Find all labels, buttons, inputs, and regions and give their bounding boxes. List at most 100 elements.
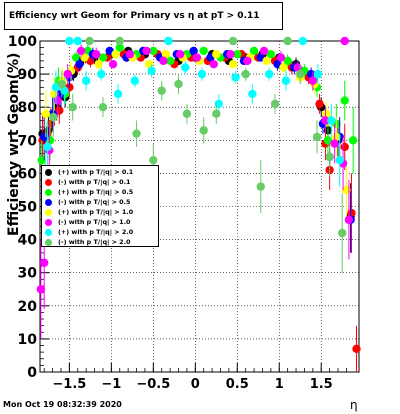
legend-label: (+) with p T/|q| > 1.0 xyxy=(58,208,134,216)
legend-marker xyxy=(45,168,52,176)
legend-marker xyxy=(45,188,52,196)
legend-marker xyxy=(45,198,52,206)
data-point xyxy=(164,36,173,46)
data-point xyxy=(130,76,140,85)
y-tick-label: 40 xyxy=(18,233,38,249)
data-point xyxy=(270,99,280,109)
data-point xyxy=(266,50,276,59)
y-axis-label: Efficiency wrt Geom(%) xyxy=(6,52,22,236)
data-point xyxy=(352,344,361,354)
x-tick-label: −0.5 xyxy=(136,377,170,392)
data-point xyxy=(92,50,101,59)
data-point xyxy=(85,36,94,46)
x-tick-label: 1 xyxy=(275,377,284,392)
y-tick-label: 0 xyxy=(27,365,37,381)
y-tick-label: 60 xyxy=(18,166,38,182)
data-point xyxy=(53,96,62,105)
data-point xyxy=(228,59,238,69)
legend-label: (+) with p T/|q| > 0.5 xyxy=(58,188,134,196)
timestamp: Mon Oct 19 08:32:39 2020 xyxy=(3,400,122,409)
x-axis-label: η xyxy=(350,398,358,412)
series-group xyxy=(43,36,344,187)
data-point xyxy=(108,59,118,69)
data-point xyxy=(65,36,74,46)
data-point xyxy=(182,109,192,119)
data-point xyxy=(249,46,259,56)
data-point xyxy=(321,116,330,125)
data-point xyxy=(192,53,202,62)
data-point xyxy=(142,46,151,56)
data-point xyxy=(115,36,124,46)
data-point xyxy=(189,46,198,56)
data-point xyxy=(113,89,123,99)
data-point xyxy=(147,66,156,75)
y-tick-label: 80 xyxy=(18,100,38,116)
x-tick-label: 0.5 xyxy=(226,377,249,392)
data-point xyxy=(197,69,207,79)
x-tick-label: −1 xyxy=(101,377,121,392)
data-point xyxy=(256,182,265,191)
data-point xyxy=(174,79,183,89)
legend-label: (-) with p T/|q| > 1.0 xyxy=(58,218,131,226)
data-point xyxy=(76,46,86,56)
data-point xyxy=(322,109,331,119)
legend-label: (-) with p T/|q| > 0.5 xyxy=(58,198,131,206)
legend: (+) with p T/|q| > 0.1 (-) with p T/|q| >… xyxy=(41,165,159,247)
legend-entry: (+) with p T/|q| > 0.1 xyxy=(45,167,158,177)
legend-label: (-) with p T/|q| > 0.1 xyxy=(58,178,131,186)
y-tick-label: 70 xyxy=(18,133,38,149)
legend-entry: (+) with p T/|q| > 2.0 xyxy=(45,227,158,237)
legend-label: (-) with p T/|q| > 2.0 xyxy=(58,238,131,246)
data-point xyxy=(264,69,274,79)
legend-entry: (-) with p T/|q| > 0.5 xyxy=(45,197,158,207)
data-point xyxy=(231,73,240,82)
data-point xyxy=(199,46,208,56)
data-point xyxy=(39,258,49,267)
y-tick-label: 50 xyxy=(18,200,38,216)
y-tick-label: 30 xyxy=(18,266,38,282)
legend-entry: (-) with p T/|q| > 0.1 xyxy=(45,177,158,187)
data-point xyxy=(43,142,52,152)
data-point xyxy=(94,59,103,69)
data-point xyxy=(248,89,257,99)
data-point xyxy=(348,136,358,145)
data-point xyxy=(259,46,269,56)
data-point xyxy=(283,36,292,46)
data-point xyxy=(73,36,82,46)
data-point xyxy=(212,50,221,59)
data-point xyxy=(181,63,190,72)
data-point xyxy=(327,116,336,125)
data-point xyxy=(344,215,354,224)
legend-marker xyxy=(45,228,52,236)
data-point xyxy=(243,56,252,66)
data-point xyxy=(296,69,305,79)
chart-title: Efficiency wrt Geom for Primary vs η at … xyxy=(4,2,283,30)
data-point xyxy=(175,50,185,59)
data-point xyxy=(111,50,120,59)
x-tick-label: 0 xyxy=(191,377,200,392)
data-point xyxy=(149,46,158,56)
data-point xyxy=(330,139,339,148)
data-point xyxy=(228,36,238,46)
data-point xyxy=(313,69,323,79)
data-point xyxy=(68,103,77,112)
series-group xyxy=(40,36,347,273)
legend-entry: (-) with p T/|q| > 1.0 xyxy=(45,217,158,227)
data-point xyxy=(81,76,91,85)
data-point xyxy=(80,53,89,62)
legend-entry: (+) with p T/|q| > 1.0 xyxy=(45,207,158,217)
legend-label: (+) with p T/|q| > 0.1 xyxy=(58,168,134,176)
data-point xyxy=(298,36,307,46)
data-point xyxy=(281,76,291,85)
data-point xyxy=(279,63,288,72)
legend-label: (+) with p T/|q| > 2.0 xyxy=(58,228,134,236)
x-axis-ticks: −1.5 −1 −0.5 0 0.5 1 1.5 xyxy=(43,363,347,392)
data-point xyxy=(315,99,324,109)
data-point xyxy=(241,69,250,79)
y-tick-label: 90 xyxy=(18,67,38,83)
data-point xyxy=(283,56,292,66)
data-point xyxy=(149,155,158,165)
data-point xyxy=(98,103,108,112)
legend-entry: (-) with p T/|q| > 2.0 xyxy=(45,237,158,247)
